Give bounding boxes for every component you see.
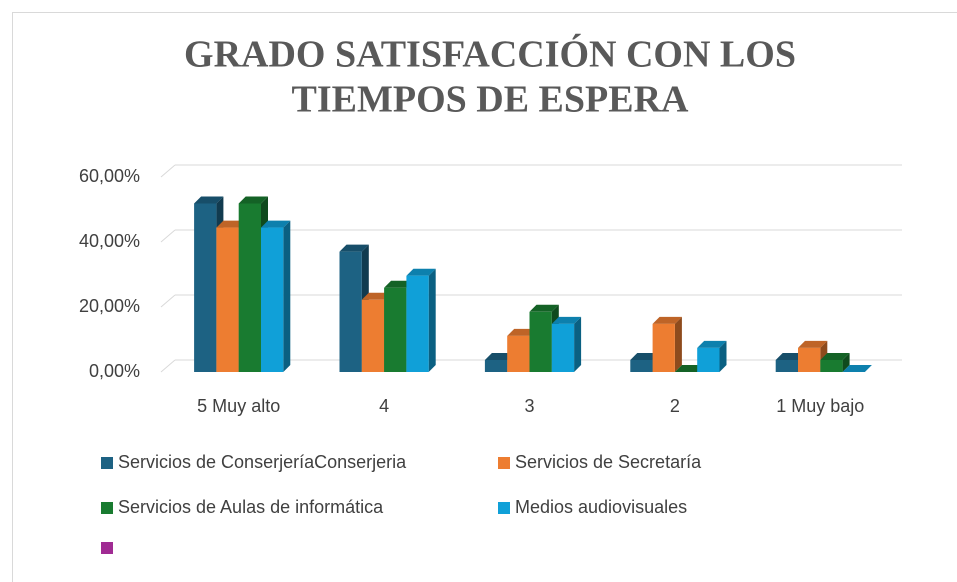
legend-swatch — [101, 457, 113, 469]
x-tick-label: 4 — [379, 396, 389, 416]
legend-swatch — [101, 542, 113, 554]
x-tick-label: 3 — [524, 396, 534, 416]
bar — [775, 359, 798, 372]
bar-top — [630, 352, 660, 360]
bar — [339, 251, 362, 372]
bar — [216, 227, 239, 372]
bar-top — [507, 328, 537, 336]
bar — [406, 275, 429, 372]
bar-side — [719, 340, 727, 372]
bar — [820, 359, 843, 372]
bar-top — [820, 352, 850, 360]
bar-side — [574, 316, 582, 372]
bar-side — [428, 268, 436, 372]
bar-top — [261, 220, 291, 228]
legend-swatch — [498, 457, 510, 469]
bar-top — [238, 196, 268, 204]
bar — [238, 203, 261, 372]
bar-top — [194, 196, 224, 204]
grid-line — [160, 229, 176, 243]
bar-side — [674, 316, 682, 372]
bar-top — [652, 316, 682, 324]
legend-label: Servicios de Aulas de informática — [118, 497, 384, 517]
bar-top — [529, 304, 559, 312]
bar-top — [674, 365, 705, 372]
x-tick-label: 2 — [670, 396, 680, 416]
chart-title: TIEMPOS DE ESPERA — [292, 79, 690, 121]
bar-top — [216, 220, 246, 228]
grid-line — [160, 294, 176, 308]
y-tick-label: 40,00% — [79, 231, 140, 251]
bar-top — [484, 352, 515, 360]
bar — [261, 227, 284, 372]
chart-title: GRADO SATISFACCIÓN CON LOS — [184, 34, 796, 76]
bar — [697, 347, 720, 372]
y-tick-label: 60,00% — [79, 166, 140, 186]
bar-top — [551, 316, 582, 324]
bar — [798, 347, 821, 372]
bar-top — [384, 280, 414, 288]
bar-top — [406, 268, 436, 276]
bar-top — [697, 340, 727, 348]
legend-swatch — [101, 502, 113, 514]
x-tick-label: 1 Muy bajo — [776, 396, 864, 416]
bar-top — [775, 352, 805, 360]
bar-side — [842, 352, 850, 372]
bar — [507, 335, 530, 372]
bar — [529, 311, 552, 372]
bar — [361, 299, 385, 372]
bar — [630, 359, 653, 372]
bar — [484, 359, 508, 372]
y-tick-label: 0,00% — [89, 361, 140, 381]
bar — [384, 287, 407, 372]
bar-side — [283, 220, 291, 372]
legend-label: Servicios de Secretaría — [515, 452, 702, 472]
y-tick-label: 20,00% — [79, 296, 140, 316]
legend-label: Servicios de ConserjeríaConserjeria — [118, 452, 407, 472]
chart-frame — [12, 12, 957, 582]
bar — [652, 323, 675, 372]
bar — [194, 203, 217, 372]
bar — [551, 323, 575, 372]
x-tick-label: 5 Muy alto — [197, 396, 280, 416]
grid-line — [160, 164, 176, 178]
legend-label: Medios audiovisuales — [515, 497, 687, 517]
bar-top — [842, 365, 872, 372]
bar-top — [361, 292, 392, 300]
bar-top — [339, 244, 369, 252]
grid-line — [160, 359, 176, 373]
legend-swatch — [498, 502, 510, 514]
bar-top — [798, 340, 828, 348]
